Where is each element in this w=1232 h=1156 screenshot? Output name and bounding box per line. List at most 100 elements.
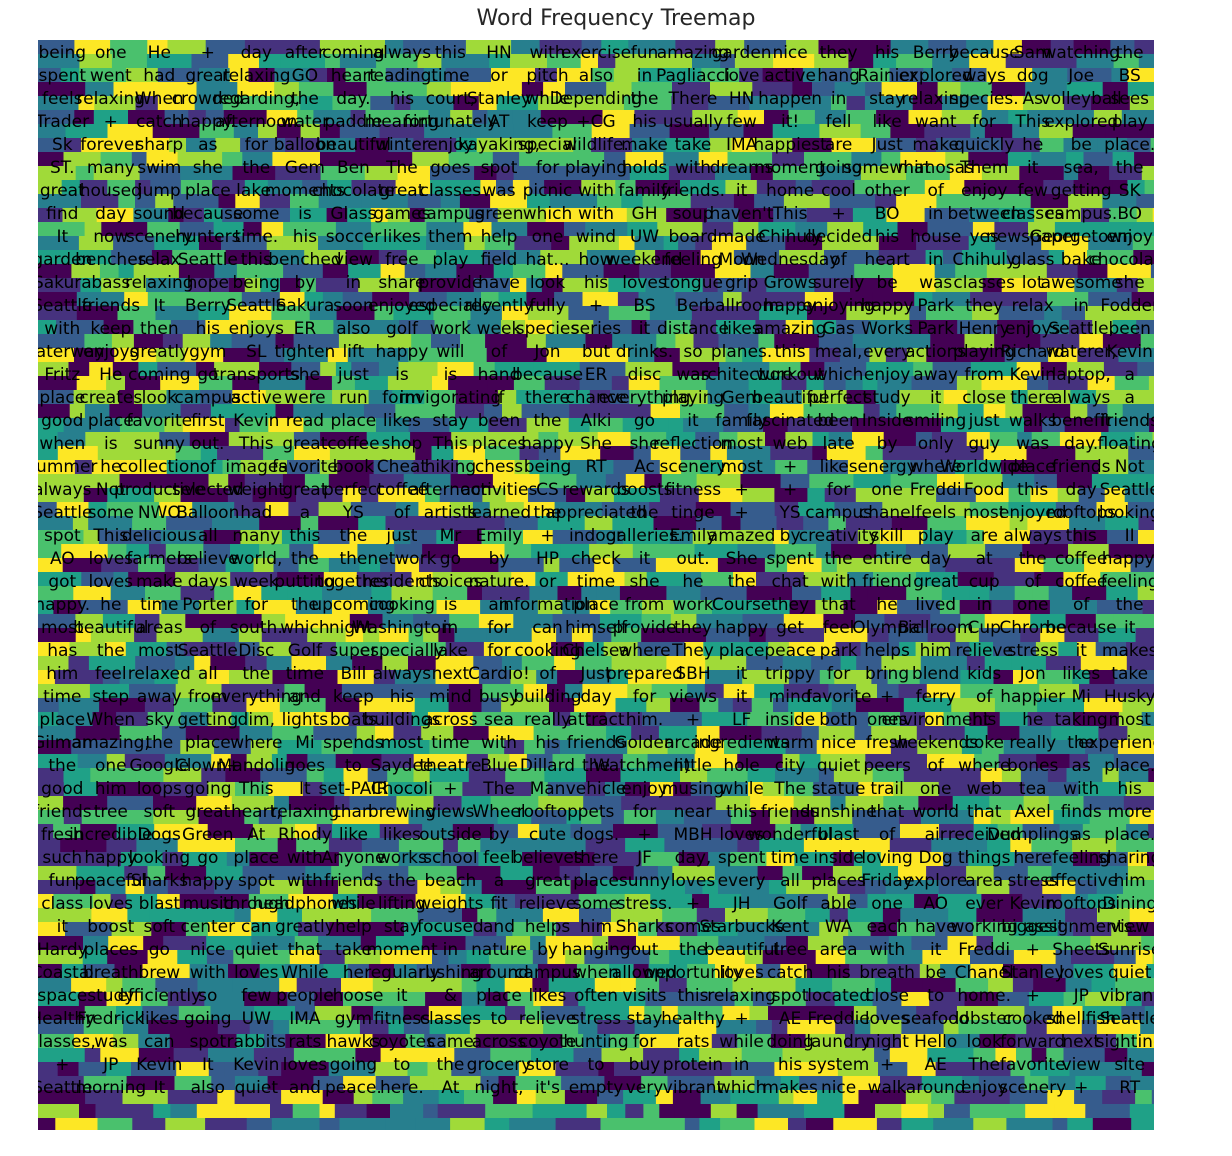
treemap-word-label: little	[674, 756, 712, 776]
treemap-word-label: his	[535, 733, 559, 753]
treemap-tile	[106, 138, 142, 153]
treemap-tile	[911, 376, 928, 391]
treemap-tile	[432, 586, 468, 601]
treemap-tile	[883, 558, 931, 573]
treemap-tile	[219, 614, 263, 629]
treemap-word-label: free	[385, 250, 419, 270]
treemap-tile	[985, 544, 1023, 559]
treemap-tile	[356, 572, 381, 587]
treemap-tile	[1070, 404, 1088, 419]
treemap-tile	[38, 208, 64, 223]
treemap-tile	[455, 404, 485, 419]
treemap-tile	[604, 152, 626, 167]
treemap-word-label: air	[925, 825, 947, 845]
treemap-word-label: are	[825, 135, 853, 155]
treemap-tile	[721, 516, 742, 531]
treemap-tile	[1135, 628, 1154, 643]
treemap-tile	[752, 82, 793, 97]
treemap-word-label: view	[1110, 917, 1149, 937]
treemap-tile	[266, 110, 298, 125]
treemap-tile	[593, 166, 631, 181]
treemap-word-label: both	[819, 710, 858, 730]
treemap-tile	[274, 68, 310, 83]
treemap-tile	[844, 1104, 876, 1119]
treemap-word-label: place	[1010, 457, 1056, 477]
treemap-tile	[615, 54, 646, 69]
treemap-tile	[385, 68, 425, 83]
treemap-word-label: Dog	[919, 848, 953, 868]
treemap-word-label: laundry	[806, 1032, 871, 1052]
treemap-word-label: time	[577, 572, 615, 592]
treemap-word-label: ever	[965, 894, 1003, 914]
treemap-tile	[282, 474, 306, 489]
treemap-word-label: with	[869, 940, 905, 960]
treemap-word-label: sunshine	[801, 802, 877, 822]
treemap-tile	[118, 264, 135, 279]
treemap-tile	[38, 572, 82, 587]
treemap-tile	[773, 530, 790, 545]
treemap-tile	[38, 320, 57, 335]
treemap-word-label: skill	[871, 526, 904, 546]
treemap-tile	[300, 516, 319, 531]
treemap-word-label: which	[523, 204, 573, 224]
treemap-tile	[804, 1104, 846, 1119]
treemap-word-label: Seattle	[178, 250, 238, 270]
treemap-tile	[1064, 628, 1099, 643]
treemap-tile	[382, 614, 414, 629]
treemap-word-label: going	[330, 1055, 377, 1075]
treemap-tile	[1028, 180, 1044, 195]
treemap-tile	[426, 222, 464, 237]
treemap-tile	[998, 208, 1035, 223]
treemap-tile	[146, 278, 189, 293]
treemap-word-label: RT	[1119, 1078, 1141, 1098]
treemap-tile	[432, 376, 449, 391]
treemap-word-label: MBH	[673, 825, 712, 845]
treemap-word-label: quiet	[1108, 963, 1152, 983]
treemap-word-label: of	[1025, 572, 1042, 592]
treemap-word-label: for	[827, 664, 850, 684]
treemap-word-label: IMA	[289, 1009, 321, 1029]
treemap-tile	[648, 544, 696, 559]
treemap-word-label: campus.	[1045, 204, 1117, 224]
treemap-word-label: prepared	[606, 664, 683, 684]
treemap-tile	[133, 264, 180, 279]
treemap-tile	[1137, 362, 1154, 377]
treemap-tile	[162, 334, 184, 349]
treemap-word-label: him	[46, 664, 78, 684]
treemap-tile	[632, 544, 649, 559]
treemap-tile	[222, 208, 251, 223]
treemap-tile	[449, 418, 489, 433]
treemap-word-label: He	[99, 365, 122, 385]
treemap-word-label: water	[281, 112, 329, 132]
treemap-tile	[957, 138, 1003, 153]
treemap-tile	[949, 166, 983, 181]
treemap-tile	[73, 586, 112, 601]
treemap-tile	[437, 1104, 486, 1119]
treemap-word-label: views	[669, 687, 717, 707]
treemap-tile	[1127, 68, 1154, 83]
treemap-tile	[970, 292, 1000, 307]
treemap-tile	[970, 362, 1018, 377]
treemap-word-label: amazing,	[72, 733, 150, 753]
treemap-tile	[649, 418, 669, 433]
treemap-tile	[180, 180, 213, 195]
treemap-tile	[601, 40, 629, 55]
treemap-tile	[196, 1104, 237, 1119]
treemap-word-label: by	[489, 549, 510, 569]
treemap-word-label: time	[431, 733, 469, 753]
treemap-tile	[1134, 152, 1154, 167]
treemap-tile	[762, 348, 810, 363]
treemap-tile	[125, 642, 168, 657]
treemap-word-label: stay	[432, 411, 468, 431]
treemap-tile	[758, 334, 775, 349]
treemap-tile	[345, 628, 364, 643]
treemap-tile	[430, 180, 464, 195]
treemap-tile	[733, 572, 757, 587]
treemap-tile	[300, 96, 333, 111]
treemap-tile	[540, 110, 559, 125]
treemap-word-label: At	[441, 1078, 459, 1098]
treemap-word-label: want	[915, 112, 957, 132]
treemap-tile	[476, 138, 519, 153]
treemap-tile	[78, 236, 114, 251]
treemap-tile	[845, 376, 864, 391]
